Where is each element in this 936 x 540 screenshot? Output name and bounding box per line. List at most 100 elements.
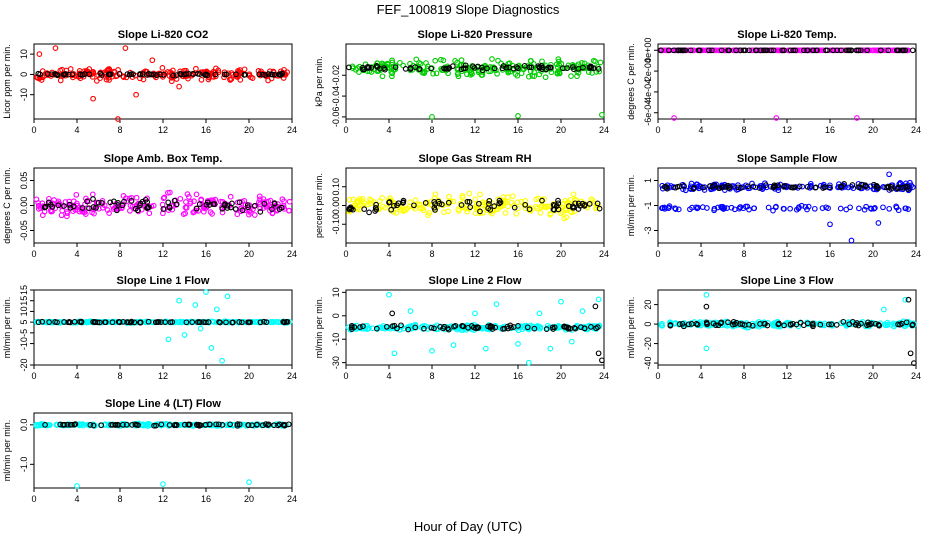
data-point — [211, 201, 218, 207]
data-point — [49, 204, 56, 210]
data-point — [186, 194, 192, 200]
data-point — [494, 70, 500, 77]
data-point — [762, 47, 769, 54]
data-point — [531, 325, 538, 332]
data-point — [35, 319, 42, 326]
data-point — [572, 325, 579, 332]
data-point — [120, 319, 127, 325]
panel-10: Slope Line 4 (LT) Flow ml/min per min. 0 4 8… — [2, 398, 297, 504]
data-point — [127, 207, 133, 214]
data-point — [659, 205, 665, 212]
data-point — [459, 194, 466, 201]
data-point — [855, 47, 862, 54]
data-point — [123, 198, 130, 205]
x-tick-label: 8 — [429, 125, 434, 135]
y-tick-label: -20 — [643, 337, 653, 350]
data-point — [819, 205, 826, 211]
data-point — [855, 322, 862, 329]
data-point — [120, 421, 126, 428]
y-tick-label: -4e-04 — [643, 79, 653, 105]
x-tick-label: 8 — [741, 371, 746, 381]
data-point — [185, 421, 192, 428]
data-point — [592, 58, 599, 65]
data-point — [184, 191, 191, 197]
data-point — [875, 220, 882, 226]
data-point — [554, 70, 561, 77]
data-point — [159, 65, 166, 71]
data-point — [55, 202, 62, 209]
data-point — [408, 325, 415, 332]
data-point — [509, 193, 516, 199]
data-point — [173, 319, 179, 325]
data-point — [158, 421, 165, 428]
panel-title: Slope Line 4 (LT) Flow — [105, 398, 221, 410]
series-2 — [661, 181, 911, 192]
data-point — [132, 205, 139, 212]
data-point — [392, 64, 399, 70]
plot-frame — [345, 43, 605, 120]
data-point — [346, 206, 353, 213]
data-point — [193, 421, 200, 428]
data-point — [386, 199, 392, 206]
data-point — [871, 205, 877, 212]
data-point — [57, 203, 64, 209]
x-tick-label: 16 — [825, 125, 835, 135]
x-tick-label: 4 — [74, 494, 79, 504]
panel-title: Slope Sample Flow — [737, 153, 838, 165]
x-tick-label: 24 — [287, 371, 297, 381]
data-point — [563, 207, 570, 214]
data-point — [577, 202, 583, 209]
data-point — [116, 71, 123, 77]
data-point — [121, 198, 127, 205]
data-point — [853, 47, 860, 54]
data-point — [209, 211, 215, 217]
data-point — [349, 63, 356, 70]
x-tick-label: 16 — [201, 249, 211, 259]
x-tick-label: 4 — [698, 249, 703, 259]
data-point — [848, 237, 855, 244]
data-point — [458, 202, 465, 208]
data-point — [97, 70, 104, 77]
data-point — [132, 421, 139, 428]
data-point — [886, 171, 892, 178]
data-point — [409, 323, 415, 330]
data-point — [595, 350, 602, 357]
x-tick-label: 24 — [911, 125, 921, 135]
data-point — [680, 186, 686, 193]
data-point — [67, 66, 74, 72]
data-point — [515, 341, 521, 347]
data-point — [515, 113, 521, 119]
data-point — [133, 91, 139, 98]
data-point — [547, 210, 554, 217]
data-point — [269, 206, 275, 212]
data-point — [770, 47, 777, 54]
data-point — [38, 77, 45, 83]
data-point — [466, 199, 473, 205]
data-point — [489, 56, 495, 62]
data-point — [197, 319, 203, 326]
data-point — [562, 198, 569, 204]
panel-5: Slope Gas Stream RH percent per min. 0 4 8 12… — [314, 153, 609, 259]
data-point — [854, 115, 860, 121]
x-tick-label: 24 — [911, 371, 921, 381]
data-point — [147, 422, 154, 428]
data-point — [756, 185, 763, 191]
data-point — [804, 320, 811, 327]
x-tick-label: 0 — [655, 371, 660, 381]
data-point — [93, 199, 100, 206]
data-point — [883, 47, 890, 54]
panel-8: Slope Line 2 Flow ml/min per min. 0 4 8 12 16 2… — [314, 275, 609, 381]
data-point — [550, 326, 557, 332]
data-point — [137, 71, 143, 77]
data-point — [801, 47, 807, 54]
data-point — [64, 210, 71, 217]
data-point — [241, 66, 248, 73]
data-point — [388, 206, 395, 213]
data-point — [541, 203, 548, 210]
panel-title: Slope Li-820 Temp. — [737, 29, 836, 41]
y-tick-label: -30 — [331, 356, 341, 369]
data-point — [561, 200, 567, 207]
y-axis-label: kPa per min. — [314, 56, 324, 107]
data-point — [802, 204, 809, 210]
data-point — [227, 193, 234, 200]
